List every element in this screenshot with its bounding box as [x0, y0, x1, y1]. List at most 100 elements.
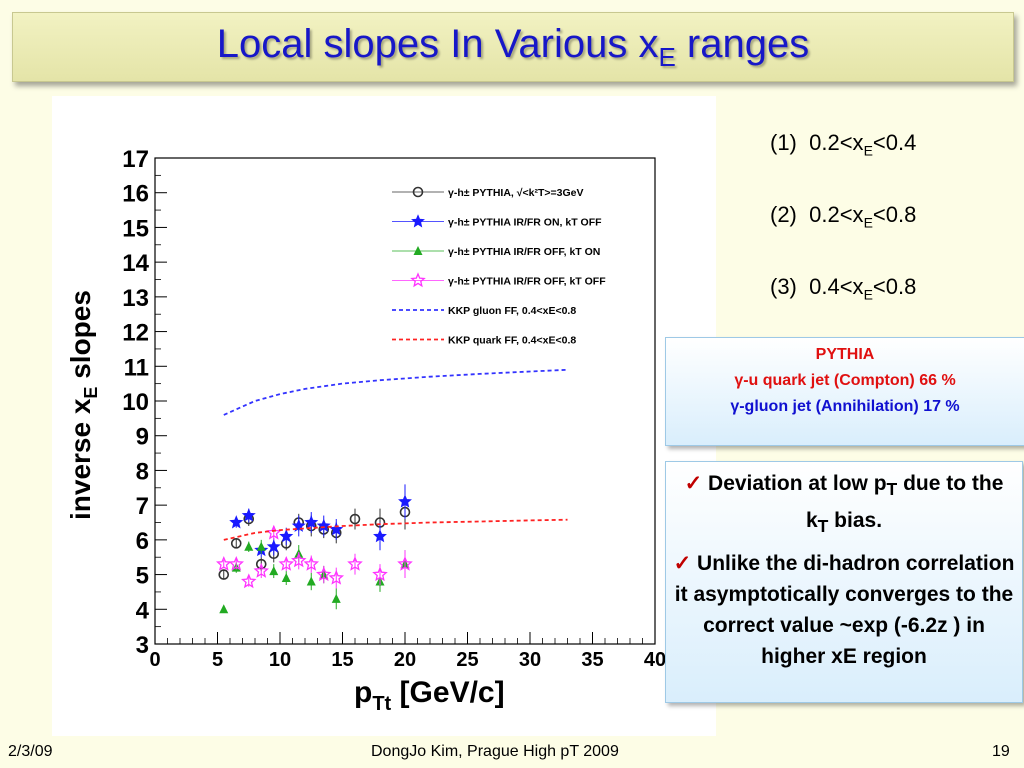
y-tick-label: 14	[122, 250, 149, 277]
y-tick-label: 12	[122, 320, 149, 347]
data-point	[281, 573, 291, 583]
title-tail: ranges	[675, 21, 810, 66]
range-item-3: (3) 0.4<xE<0.8	[770, 274, 917, 303]
data-point	[269, 566, 279, 576]
y-tick-label: 3	[136, 632, 149, 659]
note-deviation: ✓ Deviation at low pT due to the kT bias…	[684, 472, 1004, 537]
y-axis-label: inverse xE slopes	[65, 290, 101, 520]
legend-label: γ-h± PYTHIA IR/FR OFF, kT OFF	[448, 276, 606, 288]
slide-title: Local slopes In Various xE ranges	[217, 22, 809, 73]
series-line	[223, 368, 568, 416]
legend-entry: γ-h± PYTHIA IR/FR OFF, kT OFF	[392, 272, 606, 288]
series-2	[229, 484, 412, 558]
data-point	[316, 566, 332, 582]
x-tick-label: 35	[581, 649, 603, 671]
data-point	[349, 513, 361, 525]
series-3	[219, 539, 410, 614]
data-point	[331, 593, 341, 603]
pythia-info-box: PYTHIA γ-u quark jet (Compton) 66 % γ-gl…	[665, 337, 1024, 446]
chart-svg: 0 5 10 15 20 25 30 35 40 3 4 5 6 7 8 9 10 11 12 13 14 15 16 17 p…	[65, 146, 666, 715]
data-point	[316, 518, 331, 532]
data-point	[398, 494, 412, 508]
x-axis-label: pTt [GeV/c]	[354, 676, 505, 715]
data-point	[218, 569, 230, 580]
x-tick-label: 5	[212, 649, 223, 671]
y-tick-label: 11	[124, 354, 149, 381]
legend-label: γ-h± PYTHIA IR/FR OFF, kT ON	[448, 246, 600, 258]
y-tick-label: 10	[122, 389, 149, 416]
series-5	[223, 368, 568, 416]
data-point	[411, 214, 425, 228]
x-tick-label: 0	[149, 649, 160, 671]
legend-entry: γ-h± PYTHIA IR/FR OFF, kT ON	[392, 246, 600, 258]
data-point	[347, 556, 363, 571]
footer-date: 2/3/09	[8, 743, 53, 760]
data-point	[397, 556, 413, 571]
y-tick-label: 16	[122, 181, 149, 208]
title-bar: Local slopes In Various xE ranges	[12, 12, 1014, 82]
series-4	[216, 524, 413, 589]
series-6	[223, 518, 568, 541]
y-tick-label: 17	[122, 146, 149, 173]
y-tick-label: 6	[136, 528, 149, 555]
range-item-1: (1) 0.2<xE<0.4	[770, 130, 917, 159]
data-point	[303, 556, 319, 571]
footer-center: DongJo Kim, Prague High pT 2009	[371, 743, 619, 760]
y-tick-label: 5	[136, 563, 149, 590]
pythia-heading: PYTHIA	[815, 346, 875, 363]
legend-label: γ-h± PYTHIA IR/FR ON, kT OFF	[448, 217, 602, 229]
x-tick-label: 30	[519, 649, 541, 671]
data-point	[228, 556, 244, 571]
data-point	[241, 508, 256, 522]
data-point	[373, 529, 387, 543]
data-point	[372, 566, 388, 582]
y-tick-label: 4	[136, 597, 150, 624]
data-point	[279, 529, 294, 543]
data-point	[306, 576, 316, 586]
y-tick-label: 15	[122, 215, 149, 242]
data-point	[253, 562, 269, 578]
title-subscript: E	[658, 41, 676, 72]
data-point	[278, 556, 294, 571]
data-point	[329, 522, 344, 536]
x-tick-label: 25	[456, 649, 478, 671]
data-point	[328, 569, 345, 585]
y-tick-label: 13	[122, 285, 149, 312]
data-point	[304, 515, 319, 529]
data-point	[256, 541, 266, 551]
y-tick-label: 9	[136, 424, 149, 451]
x-tick-label: 10	[269, 649, 291, 671]
legend-entry: KKP gluon FF, 0.4<xE<0.8	[392, 305, 576, 317]
check-icon: ✓	[673, 552, 692, 576]
data-point	[413, 246, 423, 255]
check-icon: ✓	[684, 472, 703, 495]
data-point	[216, 556, 232, 571]
x-tick-label: 40	[644, 649, 666, 671]
series-line	[223, 518, 568, 541]
data-point	[266, 524, 282, 540]
title-text: Local slopes In Various x	[216, 21, 659, 66]
data-point	[219, 604, 229, 614]
x-tick-label: 15	[331, 649, 353, 671]
data-point	[241, 573, 257, 589]
legend-entry: KKP quark FF, 0.4<xE<0.8	[392, 335, 576, 347]
data-point	[410, 272, 426, 288]
pythia-compton-line: γ-u quark jet (Compton) 66 %	[734, 372, 956, 389]
legend-label: γ-h± PYTHIA, √<k²T>=3GeV	[448, 187, 584, 199]
data-point	[229, 515, 244, 529]
x-tick-label: 20	[394, 649, 416, 671]
data-point	[266, 539, 281, 553]
note-asymptotic: ✓ Unlike the di-hadron correlation it as…	[673, 552, 1015, 669]
y-tick-label: 7	[136, 493, 149, 520]
footer-page-number: 19	[992, 743, 1010, 760]
data-point	[291, 552, 307, 568]
plot-panel: 0 5 10 15 20 25 30 35 40 3 4 5 6 7 8 9 10 11 12 13 14 15 16 17 p…	[52, 96, 716, 736]
legend-label: KKP quark FF, 0.4<xE<0.8	[448, 335, 576, 347]
pythia-annihilation-line: γ-gluon jet (Annihilation) 17 %	[730, 398, 960, 415]
range-item-2: (2) 0.2<xE<0.8	[770, 202, 917, 231]
y-tick-label: 8	[136, 458, 149, 485]
legend-entry: γ-h± PYTHIA, √<k²T>=3GeV	[392, 186, 584, 199]
legend-label: KKP gluon FF, 0.4<xE<0.8	[448, 305, 576, 317]
data-point	[244, 541, 254, 551]
data-point	[230, 538, 242, 549]
